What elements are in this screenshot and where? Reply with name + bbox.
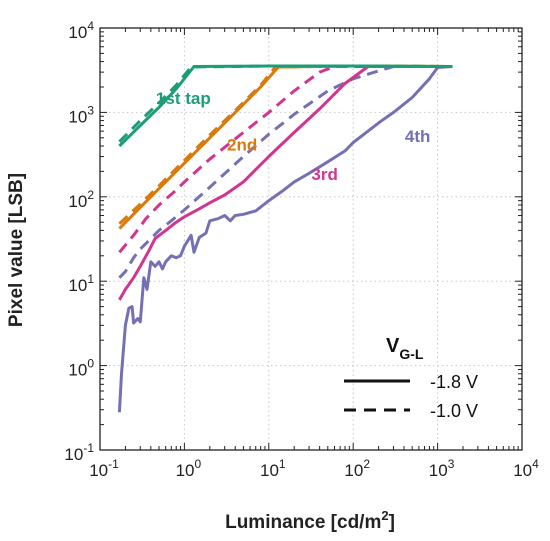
legend-title: VG-L — [386, 335, 424, 362]
y-tick-label: 101 — [68, 272, 94, 295]
legend-title-sub: G-L — [399, 346, 424, 362]
x-tick-label: 101 — [260, 457, 286, 480]
series-label-4: 4th — [405, 127, 431, 146]
legend-title-main: V — [386, 335, 400, 357]
series-label-2: 2nd — [227, 135, 257, 154]
x-tick-label: 102 — [344, 457, 370, 480]
series-line-solid-4 — [117, 65, 453, 413]
x-axis-label-pre: Luminance [cd/m — [225, 512, 381, 533]
x-axis-label: Luminance [cd/m2] — [225, 508, 395, 533]
x-axis-label-sup: 2 — [381, 508, 388, 523]
y-tick-label: 100 — [68, 357, 94, 380]
series-label-1: 1st tap — [156, 89, 211, 108]
x-axis-label-post: ] — [389, 512, 395, 533]
tick-marks — [99, 27, 523, 451]
y-axis-label: Pixel value [LSB] — [6, 173, 27, 327]
y-tick-label: 102 — [68, 188, 94, 211]
legend-dashed-label: -1.0 V — [430, 401, 478, 421]
x-tick-label: 104 — [513, 457, 539, 480]
legend: VG-L -1.8 V -1.0 V — [344, 335, 478, 421]
series-label-3: 3rd — [311, 165, 337, 184]
plot-lines — [117, 64, 453, 413]
series-labels: 1st tap 2nd 3rd 4th — [156, 89, 430, 184]
series-line-solid-3 — [118, 65, 453, 301]
x-tick-labels: 10-1 100 101 102 103 104 — [89, 457, 539, 480]
series-line-dashed-3 — [118, 65, 453, 254]
x-tick-label: 100 — [176, 457, 202, 480]
plot-frame — [99, 27, 523, 451]
series-line-dashed-4 — [118, 65, 453, 279]
x-tick-label: 10-1 — [89, 457, 119, 480]
legend-solid-label: -1.8 V — [430, 372, 478, 392]
y-tick-label: 10-1 — [64, 441, 94, 464]
y-tick-label: 103 — [68, 103, 94, 126]
series-line-dashed-1 — [118, 64, 453, 143]
series-line-solid-1 — [118, 64, 453, 148]
y-tick-labels: 10-1 100 101 102 103 104 — [64, 19, 94, 464]
y-tick-label: 104 — [68, 19, 94, 42]
x-tick-label: 103 — [429, 457, 455, 480]
